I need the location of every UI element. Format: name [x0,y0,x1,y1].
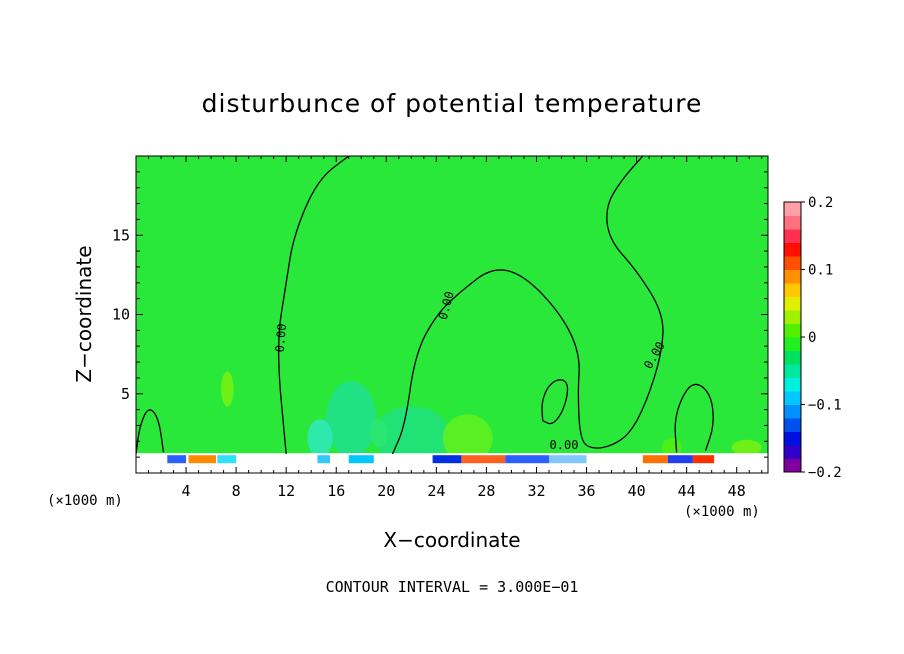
zero-contour-line [674,383,714,453]
colorbar-swatch [784,256,801,270]
zero-contour-line [135,409,165,455]
colorbar-swatch [784,337,801,351]
colorbar-swatch [784,364,801,378]
boundary-layer-anomaly [461,455,506,464]
x-axis-ticks: 4 8 12 16 20 24 28 32 36 40 44 48 [148,156,763,500]
contour-interval-text: CONTOUR INTERVAL = 3.000E−01 [326,578,579,596]
x-tick-label: 32 [527,482,545,500]
field-anomaly [373,406,449,464]
x-tick-label: 40 [628,482,646,500]
x-axis-label: X−coordinate [383,528,520,552]
contour-labels: 0.000.000.000.00 [273,290,668,452]
colorbar-swatch [784,229,801,243]
colorbar-swatch [784,350,801,365]
colorbar-swatch [784,445,801,459]
boundary-layer-anomaly [505,455,549,464]
boundary-layer-anomaly [432,455,462,464]
boundary-layer-anomaly [217,455,237,464]
colorbar: 0.2 0.1 0 −0.1 −0.2 [783,195,842,481]
colorbar-tick-label: 0 [808,330,816,346]
colorbar-swatch [784,202,801,216]
x-tick-label: 4 [182,482,191,500]
boundary-layer-anomaly [167,455,187,464]
x-tick-label: 48 [728,482,746,500]
colorbar-swatch [784,377,801,392]
x-tick-label: 36 [578,482,596,500]
colorbar-swatch [784,418,801,432]
contour-label: 0.00 [550,438,579,452]
x-tick-label: 28 [477,482,495,500]
colorbar-swatch [784,431,801,446]
colorbar-swatch [784,404,801,419]
x-unit-label-right: (×1000 m) [684,504,760,520]
x-tick-label: 44 [678,482,696,500]
colorbar-swatch [784,296,801,311]
field-anomaly [326,381,377,458]
boundary-layer-anomaly [548,455,587,464]
field-anomaly [442,414,493,462]
boundary-layer-anomaly [317,455,330,464]
colorbar-swatch [784,323,801,338]
field-anomaly [731,439,762,456]
boundary-layer-anomaly [667,455,693,464]
chart-title: disturbunce of potential temperature [202,89,703,118]
y-tick-label: 5 [121,385,130,403]
boundary-layer-anomaly [642,455,668,464]
y-axis-ticks: 5 10 15 [112,171,768,458]
x-tick-label: 20 [377,482,395,500]
boundary-layer-anomaly [692,455,715,464]
field-anomaly [221,371,234,407]
colorbar-swatch [784,269,801,284]
boundary-layer-anomaly [348,455,374,464]
zero-contour-line [541,379,569,425]
colorbar-swatch [784,310,801,324]
y-axis-label: Z−coordinate [72,245,96,382]
zero-contour-line [278,155,350,455]
colorbar-tick-label: 0.1 [808,263,833,279]
colorbar-tick-label: −0.1 [808,398,842,414]
y-tick-label: 10 [112,306,130,324]
x-tick-label: 16 [327,482,345,500]
x-unit-label-left: (×1000 m) [47,493,123,509]
colorbar-swatch [784,215,801,230]
x-tick-label: 12 [277,482,295,500]
boundary-layer-anomaly [188,455,217,464]
colorbar-swatch [784,242,801,257]
contour-label: 0.00 [273,323,289,353]
x-tick-label: 8 [232,482,241,500]
colorbar-tick-label: −0.2 [808,465,842,481]
x-tick-label: 24 [427,482,445,500]
contour-lines [135,155,714,455]
colorbar-swatch [784,283,801,297]
plot-area [136,156,768,473]
colorbar-tick-label: 0.2 [808,195,833,211]
colorbar-swatch [784,458,801,473]
y-tick-label: 15 [112,226,130,244]
field-anomaly [307,419,333,458]
field-anomaly [370,419,388,448]
zero-contour-line [391,155,664,455]
colorbar-swatch [784,391,801,405]
